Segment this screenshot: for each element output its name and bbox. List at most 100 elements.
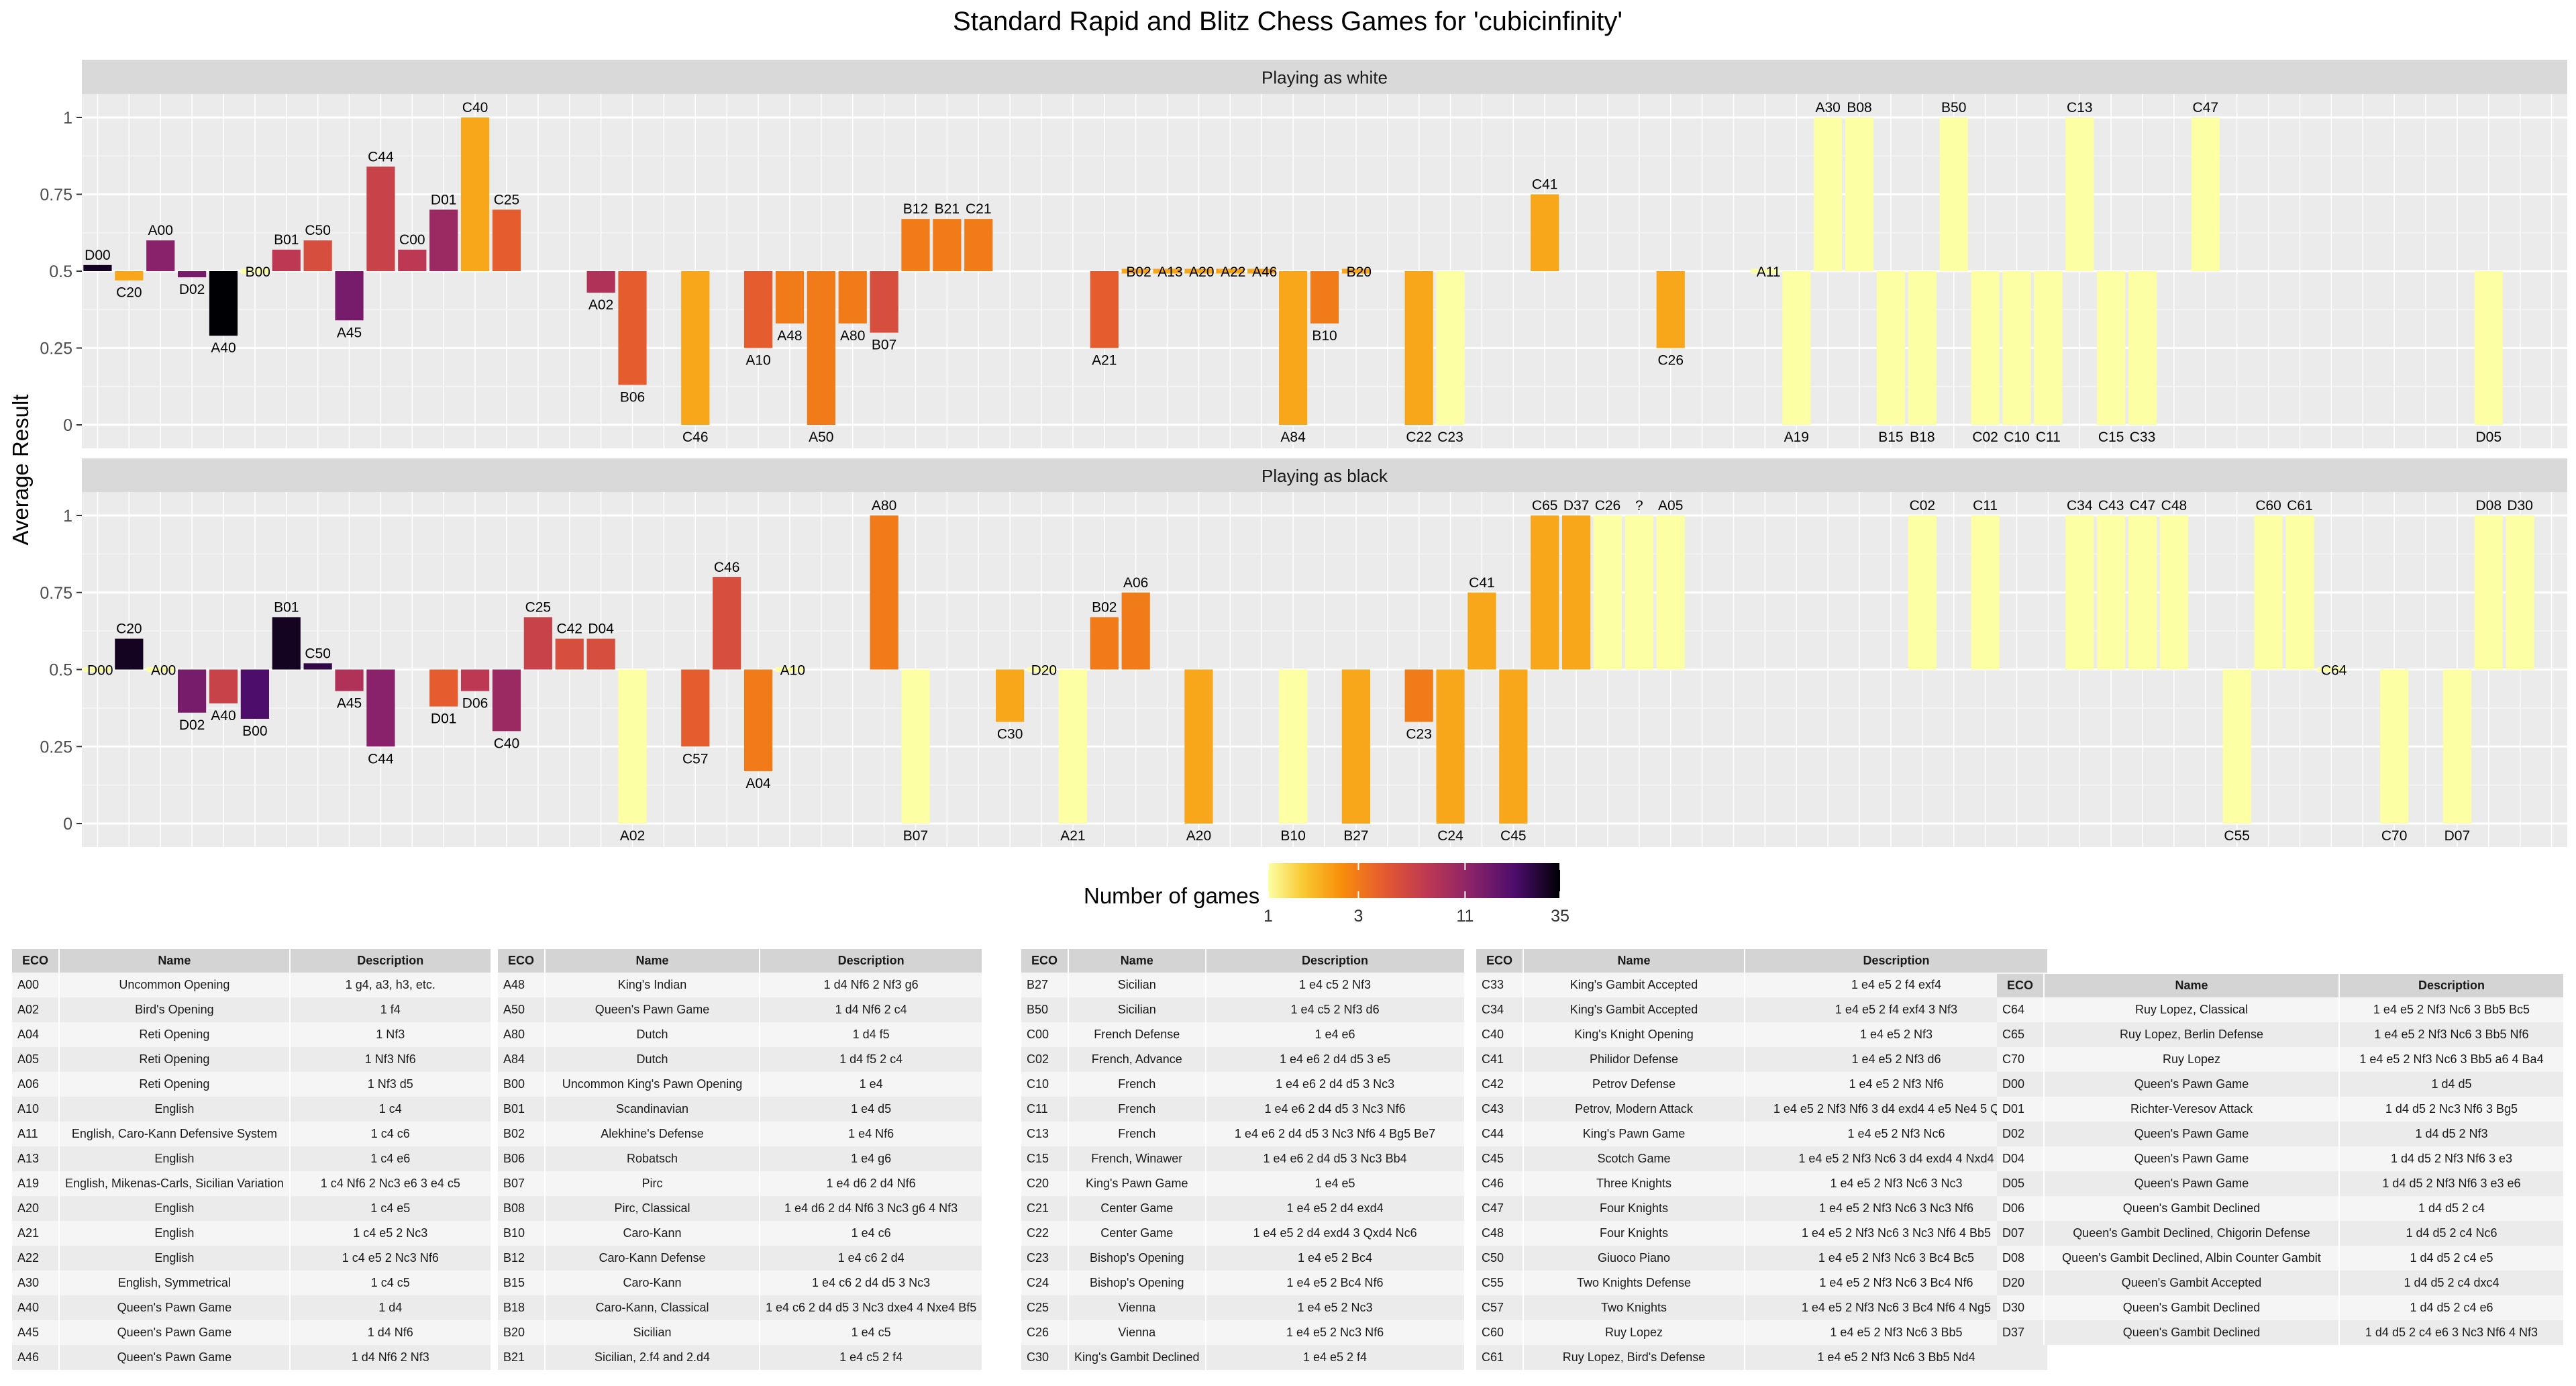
table-cell-description: 1 e4 c6 2 d4 d5 3 Nc3 xyxy=(760,1271,984,1295)
table-row: B18 Caro-Kann, Classical 1 e4 c6 2 d4 d5 3… xyxy=(498,1295,984,1320)
table-row: D08 Queen's Gambit Declined, Albin Counte… xyxy=(1997,1246,2565,1271)
bar xyxy=(2097,271,2126,425)
table-cell-description: 1 e4 e5 2 d4 exd4 xyxy=(1205,1196,1465,1221)
bar-label: A21 xyxy=(1092,353,1117,368)
y-axis-label: Average Result xyxy=(8,394,33,545)
bar xyxy=(460,117,490,271)
table-header: Description xyxy=(760,949,984,973)
table-row: C24 Bishop's Opening 1 e4 e5 2 Bc4 Nf6 xyxy=(1021,1271,1465,1295)
bar xyxy=(2065,117,2094,271)
table-row: D04 Queen's Pawn Game 1 d4 d5 2 Nf3 Nf6 3 … xyxy=(1997,1146,2565,1171)
bar xyxy=(681,271,710,425)
table-cell-description: 1 e4 xyxy=(760,1072,984,1097)
table-cell-eco: D02 xyxy=(1997,1122,2045,1146)
table-cell-eco: C45 xyxy=(1476,1146,1524,1171)
bar-label: A22 xyxy=(1221,264,1245,280)
table-cell-eco: A21 xyxy=(12,1221,60,1246)
table-cell-name: Ruy Lopez, Classical xyxy=(2044,997,2340,1022)
table-cell-name: Scandinavian xyxy=(545,1097,760,1122)
bar-label: C21 xyxy=(966,201,992,217)
table-row: C42 Petrov Defense 1 e4 e5 2 Nf3 Nf6 xyxy=(1476,1072,2049,1097)
bar-label: C40 xyxy=(494,736,520,751)
table-cell-description: 1 d4 f5 xyxy=(760,1022,984,1047)
table-header: ECO xyxy=(12,949,60,973)
bar xyxy=(901,219,930,271)
table-cell-name: Sicilian xyxy=(1068,973,1206,997)
bar-label: B02 xyxy=(1092,599,1117,615)
bar xyxy=(1341,268,1370,274)
bar-label: B10 xyxy=(1312,328,1337,344)
table-cell-name: Bishop's Opening xyxy=(1068,1271,1206,1295)
bar-label: C23 xyxy=(1406,727,1432,742)
table-row: C47 Four Knights 1 e4 e5 2 Nf3 Nc6 3 Nc3 N… xyxy=(1476,1196,2049,1221)
table-header: ECO xyxy=(1476,949,1524,973)
table-row: C26 Vienna 1 e4 e5 2 Nc3 Nf6 xyxy=(1021,1320,1465,1345)
table-row: A45 Queen's Pawn Game 1 d4 Nf6 xyxy=(12,1320,492,1345)
bar-label: C44 xyxy=(368,149,394,164)
table-row: A04 Reti Opening 1 Nf3 xyxy=(12,1022,492,1047)
table-row: A05 Reti Opening 1 Nf3 Nf6 xyxy=(12,1047,492,1072)
bar-label: C23 xyxy=(1437,430,1463,445)
table-cell-eco: C02 xyxy=(1021,1047,1069,1072)
table-row: D00 Queen's Pawn Game 1 d4 d5 xyxy=(1997,1072,2565,1097)
table-cell-eco: B07 xyxy=(498,1171,546,1196)
bar-label: A50 xyxy=(809,430,833,445)
table-cell-name: Uncommon King's Pawn Opening xyxy=(545,1072,760,1097)
bar xyxy=(618,669,647,824)
table-row: C60 Ruy Lopez 1 e4 e5 2 Nf3 Nc6 3 Bb5 xyxy=(1476,1320,2049,1345)
bar-label: B07 xyxy=(903,828,928,844)
table-cell-name: King's Gambit Accepted xyxy=(1523,973,1745,997)
table-cell-name: French xyxy=(1068,1122,1206,1146)
bar xyxy=(272,249,301,271)
bar-label: C11 xyxy=(2036,430,2061,445)
bar-label: C50 xyxy=(305,646,331,661)
bar-label: A48 xyxy=(777,328,802,344)
bar xyxy=(1593,515,1622,670)
table-cell-description: 1 d4 Nf6 xyxy=(289,1320,492,1345)
table-row: B01 Scandinavian 1 e4 d5 xyxy=(498,1097,984,1122)
table-cell-description: 1 e4 d5 xyxy=(760,1097,984,1122)
bar xyxy=(1908,271,1937,425)
table-cell-name: Two Knights xyxy=(1523,1295,1745,1320)
bar xyxy=(115,271,144,281)
table-cell-description: 1 e4 e6 2 d4 d5 3 Nc3 Bb4 xyxy=(1205,1146,1465,1171)
bar-label: B01 xyxy=(274,599,299,615)
bar xyxy=(1090,271,1119,348)
legend-tick-label: 35 xyxy=(1551,907,1569,926)
bar xyxy=(1908,515,1937,670)
bar-label: D00 xyxy=(85,248,111,263)
table-row: B50 Sicilian 1 e4 c5 2 Nf3 d6 xyxy=(1021,997,1465,1022)
table-cell-name: Ruy Lopez, Bird's Defense xyxy=(1523,1345,1745,1370)
bar-label: C45 xyxy=(1500,828,1527,844)
table-row: D07 Queen's Gambit Declined, Chigorin Def… xyxy=(1997,1221,2565,1246)
y-tick-label: 1 xyxy=(63,109,72,128)
table-cell-eco: A06 xyxy=(12,1072,60,1097)
bar xyxy=(1499,669,1528,824)
table-cell-description: 1 d4 d5 2 c4 e6 xyxy=(2339,1295,2565,1320)
table-row: B10 Caro-Kann 1 e4 c6 xyxy=(498,1221,984,1246)
table-cell-name: Dutch xyxy=(545,1047,760,1072)
bar-label: A46 xyxy=(1252,264,1277,280)
table-cell-eco: C10 xyxy=(1021,1072,1069,1097)
bar-label: C46 xyxy=(714,560,740,575)
table-row: C45 Scotch Game 1 e4 e5 2 Nf3 Nc6 3 d4 exd… xyxy=(1476,1146,2049,1171)
table-cell-eco: B27 xyxy=(1021,973,1069,997)
table-cell-eco: A84 xyxy=(498,1047,546,1072)
table-cell-name: Ruy Lopez xyxy=(1523,1320,1745,1345)
y-tick-label: 0 xyxy=(63,815,72,834)
table-row: A19 English, Mikenas-Carls, Sicilian Vari… xyxy=(12,1171,492,1196)
bar xyxy=(964,219,993,271)
table-cell-eco: C24 xyxy=(1021,1271,1069,1295)
bar-label: C25 xyxy=(494,192,520,207)
table-cell-eco: C26 xyxy=(1021,1320,1069,1345)
bar xyxy=(1531,194,1559,271)
bar xyxy=(429,209,458,271)
bar xyxy=(775,271,805,324)
bar-label: B06 xyxy=(620,389,645,405)
bar xyxy=(1656,515,1685,670)
bar-label: C50 xyxy=(305,223,331,238)
table-cell-eco: C64 xyxy=(1997,997,2045,1022)
bar xyxy=(209,271,238,336)
y-tick-label: 0.5 xyxy=(49,661,72,680)
table-row: C57 Two Knights 1 e4 e5 2 Nf3 Nc6 3 Bc4 Nf… xyxy=(1476,1295,2049,1320)
